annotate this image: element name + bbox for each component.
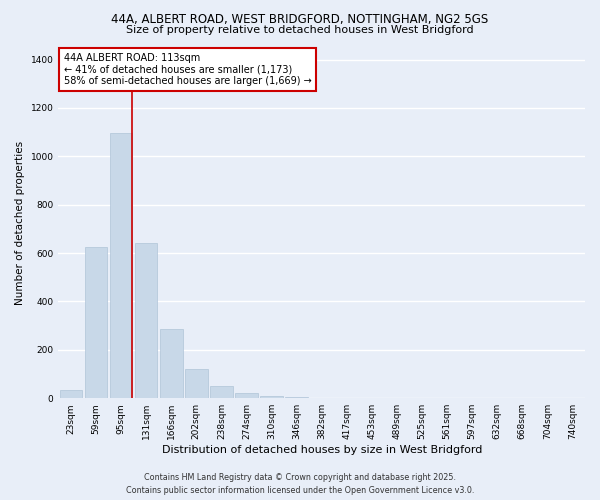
Bar — [260, 396, 283, 398]
Bar — [59, 390, 82, 398]
Bar — [235, 393, 258, 398]
Y-axis label: Number of detached properties: Number of detached properties — [15, 141, 25, 305]
Bar — [210, 386, 233, 398]
Bar — [160, 330, 182, 398]
Bar — [110, 134, 133, 398]
Text: Contains HM Land Registry data © Crown copyright and database right 2025.
Contai: Contains HM Land Registry data © Crown c… — [126, 474, 474, 495]
Bar — [185, 369, 208, 398]
Text: 44A ALBERT ROAD: 113sqm
← 41% of detached houses are smaller (1,173)
58% of semi: 44A ALBERT ROAD: 113sqm ← 41% of detache… — [64, 53, 311, 86]
Bar — [135, 244, 157, 398]
Text: 44A, ALBERT ROAD, WEST BRIDGFORD, NOTTINGHAM, NG2 5GS: 44A, ALBERT ROAD, WEST BRIDGFORD, NOTTIN… — [112, 12, 488, 26]
Text: Size of property relative to detached houses in West Bridgford: Size of property relative to detached ho… — [126, 25, 474, 35]
Bar — [85, 247, 107, 398]
X-axis label: Distribution of detached houses by size in West Bridgford: Distribution of detached houses by size … — [161, 445, 482, 455]
